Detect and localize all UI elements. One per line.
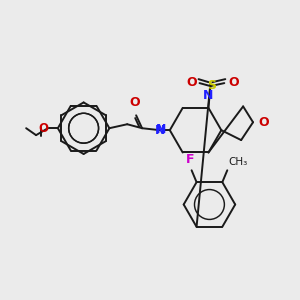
Text: O: O [38, 122, 48, 135]
Text: S: S [207, 79, 216, 92]
Text: F: F [186, 153, 195, 166]
Text: N: N [156, 123, 166, 136]
Text: O: O [130, 96, 140, 110]
Text: O: O [186, 76, 196, 88]
Text: O: O [228, 76, 239, 88]
Text: N: N [203, 89, 214, 102]
Text: N: N [154, 124, 165, 137]
Text: O: O [258, 116, 268, 129]
Text: CH₃: CH₃ [228, 157, 248, 167]
